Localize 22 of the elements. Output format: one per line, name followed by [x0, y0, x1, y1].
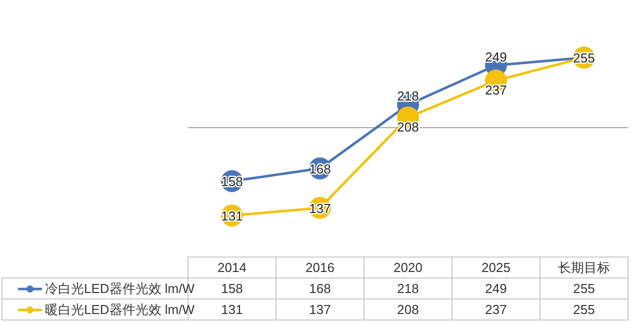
legend-label: 暖白光LED器件光效 lm/W [45, 302, 196, 317]
data-label: 218 [397, 281, 419, 296]
data-label: 255 [573, 302, 595, 317]
data-label: 158 [221, 281, 243, 296]
data-label: 249 [485, 281, 507, 296]
x-tick-label: 长期目标 [558, 260, 610, 275]
x-tick-label: 2016 [306, 260, 334, 275]
data-label: 137 [309, 302, 331, 317]
data-label: 208 [397, 302, 419, 317]
x-tick-label: 2014 [218, 260, 246, 275]
data-label: 255 [573, 281, 595, 296]
annotation: 255 [573, 50, 595, 66]
x-tick-label: 2020 [394, 260, 422, 275]
legend-label: 冷白光LED器件光效 lm/W [45, 281, 196, 296]
annotation: 168 [309, 161, 331, 176]
data-label: 168 [309, 281, 331, 296]
data-label: 237 [485, 302, 507, 317]
annotation: 158 [221, 174, 243, 190]
data-label: 131 [221, 302, 243, 317]
annotation: 131 [221, 208, 243, 224]
x-tick-label: 2025 [482, 260, 510, 275]
annotation: 137 [309, 200, 331, 216]
